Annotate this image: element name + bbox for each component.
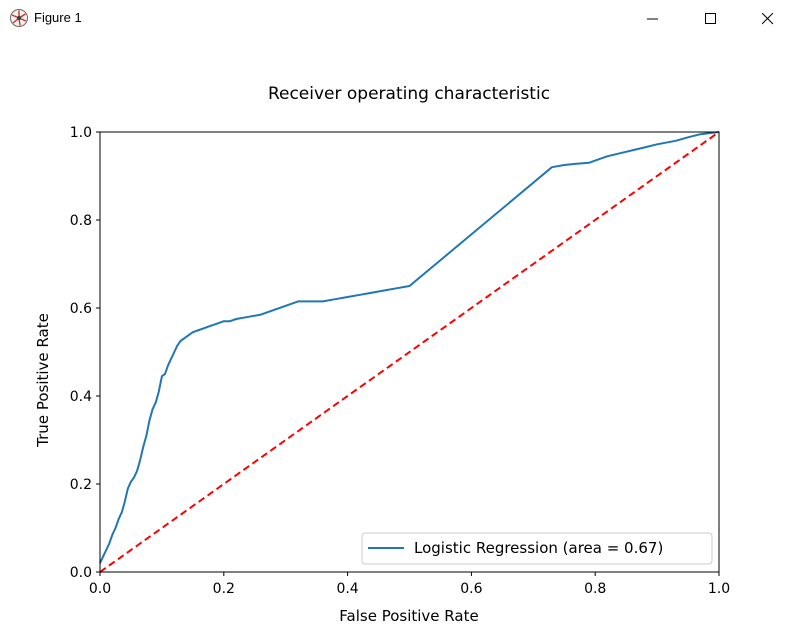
x-tick-label: 0.0 xyxy=(89,581,111,597)
maximize-button[interactable] xyxy=(688,0,734,38)
x-tick-label: 1.0 xyxy=(708,581,730,597)
y-tick-label: 0.2 xyxy=(70,477,92,493)
plot-frame xyxy=(99,131,720,573)
x-tick-label: 0.4 xyxy=(336,581,358,597)
window-title: Figure 1 xyxy=(34,10,82,25)
minimize-icon xyxy=(647,18,658,20)
y-tick-label: 0.8 xyxy=(70,213,92,229)
minimize-button[interactable] xyxy=(630,0,676,38)
legend-label: Logistic Regression (area = 0.67) xyxy=(414,539,663,557)
y-tick-label: 0.4 xyxy=(70,389,92,405)
x-tick-label: 0.2 xyxy=(213,581,235,597)
legend: Logistic Regression (area = 0.67) xyxy=(361,532,713,565)
series-layer xyxy=(99,131,720,573)
legend-box xyxy=(361,532,713,565)
y-axis-label: True Positive Rate xyxy=(34,313,52,448)
figure-canvas: Receiver operating characteristic False … xyxy=(0,38,791,635)
close-icon xyxy=(762,13,774,25)
x-axis-label: False Positive Rate xyxy=(339,607,478,625)
x-tick-label: 0.8 xyxy=(584,581,606,597)
chart-title: Receiver operating characteristic xyxy=(268,84,550,104)
close-button[interactable] xyxy=(745,0,791,38)
x-tick-label: 0.6 xyxy=(460,581,482,597)
maximize-icon xyxy=(705,13,716,24)
figure-app-icon xyxy=(10,9,28,27)
y-tick-label: 1.0 xyxy=(70,125,92,141)
axis-ticks: 0.0 0.2 0.4 0.6 0.8 1.0 0.0 0.2 0.4 0.6 0.8 1.0 xyxy=(70,125,730,597)
window-titlebar: Figure 1 xyxy=(0,0,791,38)
roc-curve-line xyxy=(99,131,720,564)
y-tick-label: 0.0 xyxy=(70,565,92,581)
roc-chart: Receiver operating characteristic False … xyxy=(34,84,730,625)
y-tick-label: 0.6 xyxy=(70,301,92,317)
chance-diagonal-line xyxy=(99,131,720,573)
